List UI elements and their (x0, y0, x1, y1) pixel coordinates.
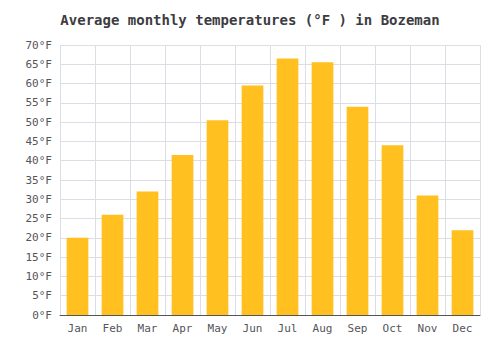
svg-text:35°F: 35°F (26, 174, 53, 187)
svg-text:60°F: 60°F (26, 77, 53, 90)
svg-text:65°F: 65°F (26, 58, 53, 71)
svg-text:5°F: 5°F (32, 289, 52, 302)
svg-text:Aug: Aug (313, 322, 333, 335)
svg-text:30°F: 30°F (26, 193, 53, 206)
svg-text:25°F: 25°F (26, 212, 53, 225)
svg-text:Feb: Feb (103, 322, 123, 335)
svg-text:Dec: Dec (453, 322, 473, 335)
svg-text:15°F: 15°F (26, 251, 53, 264)
svg-text:Average monthly temperatures (: Average monthly temperatures (°F ) in Bo… (60, 12, 439, 28)
svg-text:Apr: Apr (173, 322, 193, 335)
svg-text:45°F: 45°F (26, 135, 53, 148)
svg-text:0°F: 0°F (32, 309, 52, 322)
svg-text:20°F: 20°F (26, 231, 53, 244)
svg-text:Oct: Oct (383, 322, 403, 335)
svg-text:40°F: 40°F (26, 154, 53, 167)
svg-text:55°F: 55°F (26, 96, 53, 109)
svg-text:Mar: Mar (138, 322, 158, 335)
svg-text:Jul: Jul (278, 322, 298, 335)
svg-text:Jan: Jan (68, 322, 88, 335)
svg-text:Nov: Nov (418, 322, 438, 335)
svg-text:May: May (208, 322, 228, 335)
svg-text:Sep: Sep (348, 322, 368, 335)
svg-text:70°F: 70°F (26, 39, 53, 52)
svg-text:Jun: Jun (243, 322, 263, 335)
svg-text:50°F: 50°F (26, 116, 53, 129)
svg-text:10°F: 10°F (26, 270, 53, 283)
